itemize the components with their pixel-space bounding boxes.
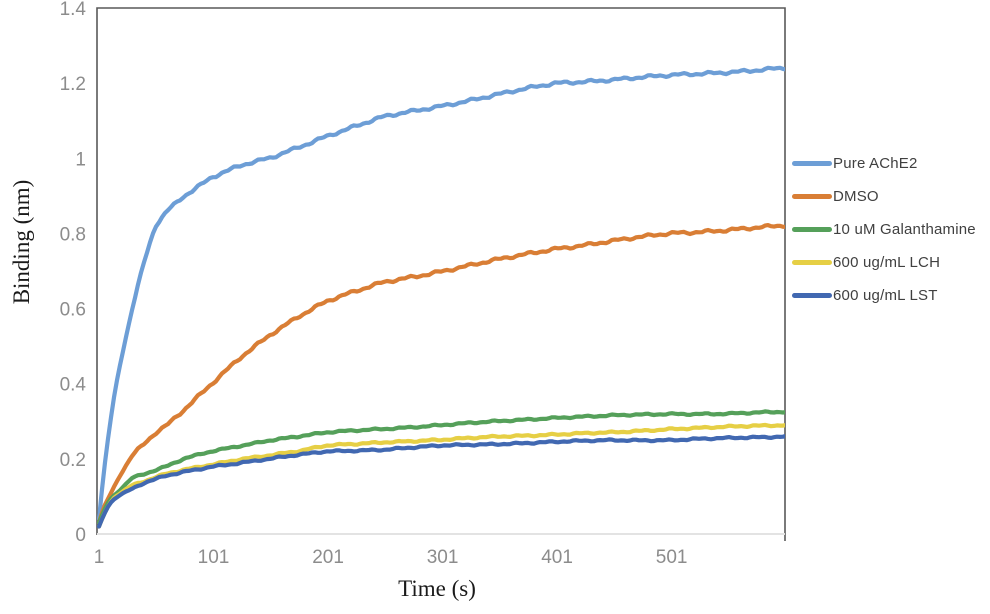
series-line-pure-ache2 [97, 65, 785, 522]
y-tick-label-1: 1 [75, 149, 86, 170]
series-line-600-ug-ml-lst [97, 434, 785, 529]
legend-label-10-um-galanthamine: 10 uM Galanthamine [833, 221, 976, 238]
y-tick-label-0: 0 [75, 525, 86, 546]
y-tick-label-0.4: 0.4 [60, 375, 87, 396]
x-tick-label-301: 301 [427, 547, 459, 568]
legend-item-600-ug-ml-lch: 600 ug/mL LCH [792, 246, 976, 279]
x-tick-label-1: 1 [94, 547, 105, 568]
y-tick-label-1.4: 1.4 [60, 0, 87, 20]
x-tick-label-201: 201 [312, 547, 344, 568]
legend-item-pure-ache2: Pure AChE2 [792, 147, 976, 180]
y-tick-label-0.8: 0.8 [60, 224, 86, 245]
y-tick-label-0.6: 0.6 [60, 300, 86, 321]
x-axis-title: Time (s) [398, 576, 476, 601]
x-tick-label-501: 501 [656, 547, 688, 568]
legend-item-600-ug-ml-lst: 600 ug/mL LST [792, 279, 976, 312]
x-tick-label-401: 401 [541, 547, 573, 568]
plot-border [96, 7, 786, 541]
legend-swatch-600-ug-ml-lst [792, 293, 832, 298]
legend-swatch-pure-ache2 [792, 161, 832, 166]
legend-item-dmso: DMSO [792, 180, 976, 213]
y-tick-label-1.2: 1.2 [60, 74, 86, 95]
series-line-dmso [97, 223, 785, 525]
legend-swatch-600-ug-ml-lch [792, 260, 832, 265]
x-tick-label-101: 101 [198, 547, 230, 568]
legend-label-pure-ache2: Pure AChE2 [833, 155, 918, 172]
legend-label-600-ug-ml-lst: 600 ug/mL LST [833, 287, 938, 304]
legend-label-600-ug-ml-lch: 600 ug/mL LCH [833, 254, 941, 271]
y-tick-label-0.2: 0.2 [60, 450, 86, 471]
legend-label-dmso: DMSO [833, 188, 879, 205]
legend-swatch-10-um-galanthamine [792, 227, 832, 232]
y-axis-title: Binding (nm) [9, 179, 34, 305]
legend: Pure AChE2 DMSO 10 uM Galanthamine 600 ug/m… [792, 147, 976, 312]
legend-swatch-dmso [792, 194, 832, 199]
series-line-10-um-galanthamine [97, 409, 785, 525]
legend-item-10-um-galanthamine: 10 uM Galanthamine [792, 213, 976, 246]
